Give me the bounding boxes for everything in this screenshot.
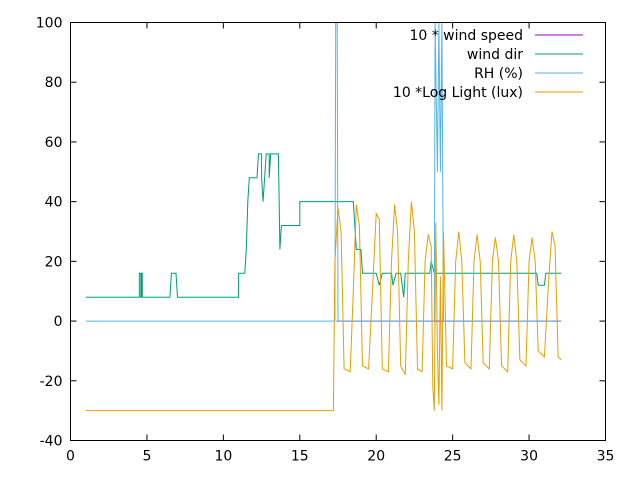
y-tick-label: 80 xyxy=(45,75,63,91)
legend: 10 * wind speed wind dir RH (%) 10 *Log Lig… xyxy=(393,28,583,101)
plot-frame xyxy=(70,22,606,441)
x-tick-label: 30 xyxy=(520,449,538,465)
series-line-wind-dir xyxy=(85,153,562,298)
x-tick-label: 25 xyxy=(444,449,462,465)
y-tick-label: -40 xyxy=(40,434,63,450)
y-tick-label: 60 xyxy=(45,135,63,151)
y-tick-label: 40 xyxy=(45,195,63,211)
x-tick-label: 0 xyxy=(66,449,75,465)
x-tick-label: 10 xyxy=(214,449,232,465)
series-line-10-log-light-lux xyxy=(85,201,562,412)
legend-label: wind dir xyxy=(467,47,523,63)
y-tick-label: 0 xyxy=(54,314,63,330)
y-tick-label: -20 xyxy=(40,374,63,390)
y-tick-label: 20 xyxy=(45,254,63,270)
x-tick-label: 20 xyxy=(367,449,385,465)
x-tick-label: 5 xyxy=(142,449,151,465)
x-axis: 0 5 10 15 20 25 30 35 xyxy=(66,22,615,465)
legend-label: 10 * wind speed xyxy=(409,28,523,44)
y-tick-label: 100 xyxy=(36,16,63,32)
legend-label: 10 *Log Light (lux) xyxy=(393,85,523,101)
legend-label: RH (%) xyxy=(474,66,523,82)
x-tick-label: 15 xyxy=(291,449,309,465)
y-axis: -40 -20 0 20 40 60 80 100 xyxy=(36,16,606,450)
series-layer xyxy=(85,22,562,412)
x-tick-label: 35 xyxy=(597,449,615,465)
